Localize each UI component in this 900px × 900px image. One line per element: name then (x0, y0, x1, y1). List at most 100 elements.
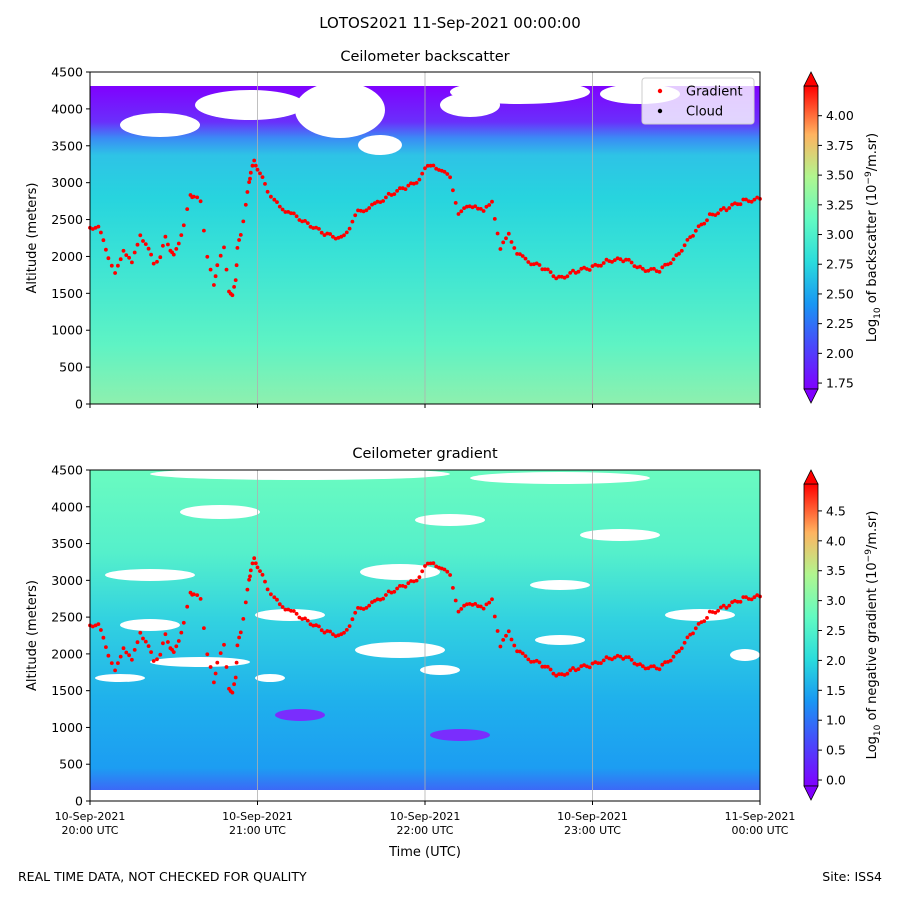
bs-gradient-point (431, 163, 436, 168)
gr-gradient-point (459, 607, 464, 611)
bs-y-tick-label: 4500 (51, 65, 83, 80)
bs-colorbar-label-part: /m.sr) (865, 133, 880, 171)
bs-gradient-point (364, 208, 369, 213)
bs-gradient-point (420, 171, 425, 176)
gr-gradient-point (719, 605, 723, 610)
bs-gradient-point (462, 206, 466, 211)
backscatter-plot-title: Ceilometer backscatter (340, 49, 510, 65)
gr-gradient-point (487, 600, 492, 605)
gr-gradient-point (155, 657, 159, 662)
backscatter-missing-patch (358, 135, 402, 155)
gr-colorbar-tick-label: 1.5 (826, 683, 846, 698)
bs-gradient-point (250, 163, 255, 168)
gradient-missing-patch (530, 580, 590, 590)
bs-colorbar-tick-label: 3.75 (826, 138, 854, 153)
bs-gradient-point (234, 263, 239, 268)
bs-gradient-point (504, 236, 508, 241)
bs-gradient-point (395, 189, 399, 193)
gr-x-tick-date: 10-Sep-2021 (390, 810, 461, 823)
bs-gradient-point (185, 207, 190, 212)
gr-gradient-point (629, 658, 634, 662)
gr-gradient-point (161, 641, 165, 646)
gr-colorbar (803, 483, 819, 787)
bs-gradient-point (716, 211, 720, 216)
gr-gradient-point (409, 579, 413, 583)
gr-gradient-point (515, 649, 519, 654)
bs-gradient-point (265, 189, 270, 194)
gr-gradient-point (392, 589, 397, 594)
bs-gradient-point (652, 266, 656, 271)
gr-gradient-point (185, 604, 190, 609)
gr-gradient-point (289, 608, 293, 613)
bs-y-tick-label: 1000 (51, 323, 83, 338)
gr-gradient-point (425, 561, 430, 566)
gr-gradient-point (568, 668, 573, 673)
bs-gradient-point (202, 228, 206, 233)
gr-gradient-point (618, 654, 623, 659)
bs-gradient-point (118, 257, 123, 262)
gr-gradient-point (649, 664, 653, 669)
gr-y-tick-label: 1000 (51, 720, 83, 735)
gr-colorbar-tick-label: 0.0 (826, 773, 846, 788)
gr-gradient-point (465, 602, 469, 607)
bs-gradient-point (195, 195, 200, 200)
gr-gradient-point (735, 599, 740, 604)
gr-gradient-point (529, 660, 533, 664)
gr-gradient-point (195, 593, 200, 597)
gr-gradient-point (534, 658, 539, 663)
bs-gradient-point (283, 210, 288, 214)
gr-gradient-point (138, 630, 143, 635)
gr-gradient-point (174, 644, 179, 649)
bs-gradient-point (543, 267, 547, 272)
bs-gradient-point (116, 263, 120, 268)
bs-gradient-point (253, 163, 258, 168)
gr-gradient-point (347, 624, 352, 628)
backscatter-missing-patch (450, 80, 590, 104)
gr-gradient-point (130, 657, 134, 662)
gr-gradient-point (453, 598, 458, 603)
gr-gradient-point (135, 640, 140, 645)
bs-gradient-point (509, 240, 514, 244)
gr-gradient-point (208, 665, 213, 669)
gr-colorbar-tick-label: 0.5 (826, 743, 846, 758)
gr-gradient-point (241, 617, 246, 621)
gr-gradient-point (328, 629, 332, 634)
gr-gradient-point (565, 671, 570, 676)
bs-gradient-point (713, 213, 718, 218)
bs-gradient-point (414, 181, 419, 185)
bs-gradient-point (317, 227, 321, 231)
gradient-missing-patch (415, 514, 485, 526)
x-axis-label: Time (UTC) (388, 845, 461, 860)
gr-gradient-point (113, 668, 117, 673)
backscatter-missing-patch (295, 82, 385, 138)
bs-y-tick-label: 500 (59, 360, 83, 375)
bs-gradient-point (685, 238, 690, 242)
bs-gradient-point (375, 199, 380, 204)
gr-gradient-point (705, 616, 709, 620)
bs-colorbar-label: Log10 of backscatter (10−9/m.sr) (864, 133, 883, 342)
bs-gradient-point (398, 186, 402, 191)
bs-gradient-point (104, 247, 108, 252)
bs-gradient-point (626, 257, 631, 262)
bs-gradient-point (106, 256, 111, 261)
gradient-missing-patch (420, 665, 460, 675)
bs-colorbar-label-part: 10 (873, 307, 883, 319)
gr-gradient-point (109, 661, 114, 665)
gr-gradient-point (258, 569, 262, 573)
gradient-missing-patch (360, 564, 440, 580)
gr-gradient-point (596, 661, 600, 665)
bs-gradient-point (325, 231, 330, 236)
bs-gradient-point (233, 278, 238, 282)
gr-gradient-point (356, 606, 360, 610)
bs-y-tick-label: 0 (75, 397, 83, 412)
bs-gradient-point (96, 224, 101, 229)
gr-gradient-point (232, 682, 237, 687)
bs-gradient-point (643, 269, 648, 273)
gr-gradient-point (448, 573, 452, 577)
bs-gradient-point (101, 238, 106, 243)
bs-gradient-point (649, 267, 653, 271)
bs-gradient-point (515, 252, 519, 256)
gr-gradient-point (322, 630, 327, 635)
gradient-low-patch (430, 729, 490, 741)
gr-gradient-point (181, 620, 186, 625)
